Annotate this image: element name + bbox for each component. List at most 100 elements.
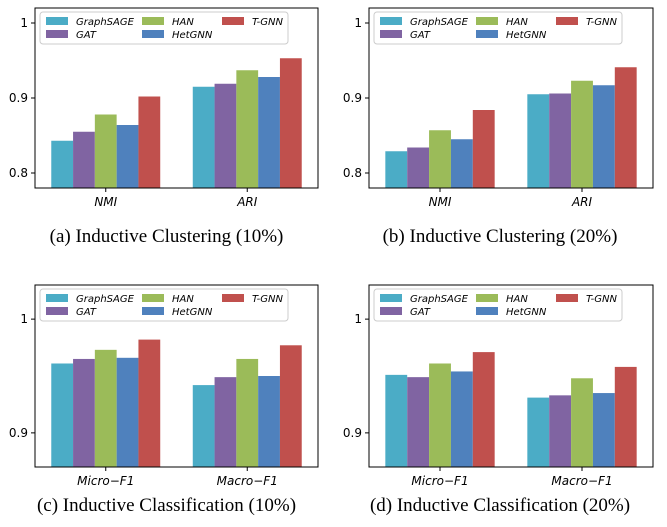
y-tick-label-a-2: 1 bbox=[20, 16, 28, 30]
bar-c-gat-0 bbox=[73, 358, 95, 467]
legend-label-a-0: GraphSAGE bbox=[76, 17, 135, 28]
y-tick-label-c-0: 0.9 bbox=[9, 426, 28, 440]
x-tick-label-d-1: Macro−F1 bbox=[551, 474, 612, 488]
x-tick-label-d-0: Micro−F1 bbox=[411, 474, 468, 488]
legend-swatch-d-2 bbox=[476, 294, 498, 302]
y-tick-label-d-1: 1 bbox=[354, 312, 362, 326]
y-tick-label-b-2: 1 bbox=[354, 16, 362, 30]
legend-swatch-a-2 bbox=[142, 17, 164, 25]
legend-label-a-1: GAT bbox=[76, 30, 97, 41]
legend-swatch-a-3 bbox=[142, 30, 164, 38]
legend-label-d-1: GAT bbox=[410, 307, 431, 318]
x-tick-label-c-0: Micro−F1 bbox=[77, 474, 134, 488]
x-tick-label-b-1: ARI bbox=[571, 195, 593, 209]
bar-d-graphsage-1 bbox=[527, 397, 550, 467]
bar-chart-d: 0.9 1 Micro−F1 Macro−F1 GraphSAGE GAT HAN HetGN… bbox=[343, 284, 654, 488]
bar-chart-b: 0.8 0.9 1 NMI ARI GraphSAGE GAT HAN HetGNN T-GNN bbox=[343, 7, 654, 209]
bar-b-gat-0 bbox=[407, 147, 430, 188]
chart-panel-a: 0.8 0.9 1 NMI ARI GraphSAGE GAT HAN HetGNN T-GNN … bbox=[0, 0, 333, 263]
legend-swatch-b-0 bbox=[380, 17, 402, 25]
chart-caption-c: (c) Inductive Classification (10%) bbox=[36, 495, 297, 516]
bar-c-hetgnn-0 bbox=[116, 357, 139, 467]
bar-b-han-0 bbox=[429, 130, 451, 188]
legend-swatch-c-4 bbox=[222, 294, 244, 302]
bar-c-graphsage-0 bbox=[51, 363, 74, 467]
y-tick-label-c-1: 1 bbox=[20, 312, 28, 326]
bar-d-tgnn-0 bbox=[472, 352, 495, 467]
bar-a-gat-0 bbox=[73, 131, 95, 188]
bar-a-tgnn-1 bbox=[279, 58, 302, 188]
bar-d-hetgnn-0 bbox=[450, 371, 473, 467]
legend-swatch-b-3 bbox=[476, 30, 498, 38]
legend-label-c-3: HetGNN bbox=[172, 307, 213, 318]
legend-label-b-2: HAN bbox=[506, 17, 528, 28]
legend-swatch-d-3 bbox=[476, 307, 498, 315]
bar-a-han-1 bbox=[236, 70, 259, 188]
legend-label-d-0: GraphSAGE bbox=[410, 294, 469, 305]
bar-a-hetgnn-0 bbox=[116, 125, 139, 188]
legend-label-a-2: HAN bbox=[172, 17, 194, 28]
bar-a-han-0 bbox=[94, 114, 117, 188]
plot-frame-c bbox=[34, 284, 319, 468]
plot-frame-d bbox=[368, 284, 654, 468]
y-tick-label-b-1: 0.9 bbox=[343, 91, 362, 105]
legend-label-c-2: HAN bbox=[172, 294, 194, 305]
bar-c-han-0 bbox=[94, 349, 117, 467]
legend-swatch-d-4 bbox=[556, 294, 578, 302]
bar-b-gat-1 bbox=[549, 93, 572, 188]
x-tick-label-a-0: NMI bbox=[94, 195, 117, 209]
chart-panel-b: 0.8 0.9 1 NMI ARI GraphSAGE GAT HAN HetGNN T-GNN … bbox=[333, 0, 667, 263]
legend-label-b-0: GraphSAGE bbox=[410, 17, 469, 28]
y-tick-label-d-0: 0.9 bbox=[343, 426, 362, 440]
legend-swatch-b-1 bbox=[380, 30, 402, 38]
legend-label-c-4: T-GNN bbox=[252, 294, 284, 305]
bar-b-graphsage-1 bbox=[527, 94, 550, 188]
bar-d-graphsage-0 bbox=[385, 374, 408, 467]
bar-b-hetgnn-1 bbox=[592, 85, 615, 188]
legend-swatch-a-0 bbox=[46, 17, 68, 25]
legend-label-b-3: HetGNN bbox=[506, 30, 547, 41]
legend-label-b-1: GAT bbox=[410, 30, 431, 41]
bar-b-graphsage-0 bbox=[385, 151, 408, 188]
x-tick-label-b-0: NMI bbox=[429, 195, 452, 209]
legend-label-c-0: GraphSAGE bbox=[76, 294, 135, 305]
bar-c-hetgnn-1 bbox=[258, 376, 280, 467]
bar-chart-c: 0.9 1 Micro−F1 Macro−F1 GraphSAGE GAT HAN HetGN… bbox=[9, 284, 319, 488]
legend-label-d-4: T-GNN bbox=[586, 294, 618, 305]
bar-c-tgnn-1 bbox=[279, 345, 302, 467]
legend-swatch-c-0 bbox=[46, 294, 68, 302]
bar-a-tgnn-0 bbox=[138, 96, 161, 188]
bar-d-hetgnn-1 bbox=[592, 393, 615, 467]
legend-swatch-c-2 bbox=[142, 294, 164, 302]
legend-swatch-c-1 bbox=[46, 307, 68, 315]
bar-chart-a: 0.8 0.9 1 NMI ARI GraphSAGE GAT HAN HetGNN T-GNN bbox=[9, 7, 319, 209]
x-tick-label-a-1: ARI bbox=[236, 195, 258, 209]
bar-d-gat-1 bbox=[549, 395, 572, 467]
bar-d-han-0 bbox=[429, 363, 451, 467]
bar-c-han-1 bbox=[236, 358, 259, 467]
bar-c-graphsage-1 bbox=[192, 385, 215, 467]
bar-b-tgnn-0 bbox=[472, 110, 495, 188]
bar-a-graphsage-0 bbox=[51, 140, 74, 188]
y-tick-label-a-0: 0.8 bbox=[9, 166, 28, 180]
chart-panel-d: 0.9 1 Micro−F1 Macro−F1 GraphSAGE GAT HAN HetGN… bbox=[333, 263, 667, 527]
legend-label-a-3: HetGNN bbox=[172, 30, 213, 41]
bar-a-graphsage-1 bbox=[192, 86, 215, 188]
legend-swatch-a-4 bbox=[222, 17, 244, 25]
legend-swatch-a-1 bbox=[46, 30, 68, 38]
bar-a-hetgnn-1 bbox=[258, 77, 280, 188]
chart-caption-b: (b) Inductive Clustering (20%) bbox=[382, 226, 618, 247]
bar-b-hetgnn-0 bbox=[450, 139, 473, 188]
bar-c-tgnn-0 bbox=[138, 339, 161, 467]
legend-swatch-c-3 bbox=[142, 307, 164, 315]
bar-a-gat-1 bbox=[214, 83, 237, 188]
bar-d-tgnn-1 bbox=[614, 366, 637, 467]
legend-swatch-b-2 bbox=[476, 17, 498, 25]
legend-label-c-1: GAT bbox=[76, 307, 97, 318]
chart-caption-d: (d) Inductive Classification (20%) bbox=[369, 495, 631, 516]
legend-label-d-3: HetGNN bbox=[506, 307, 547, 318]
bar-b-tgnn-1 bbox=[614, 67, 637, 188]
legend-swatch-b-4 bbox=[556, 17, 578, 25]
bar-c-gat-1 bbox=[214, 377, 237, 467]
bar-d-gat-0 bbox=[407, 377, 430, 467]
